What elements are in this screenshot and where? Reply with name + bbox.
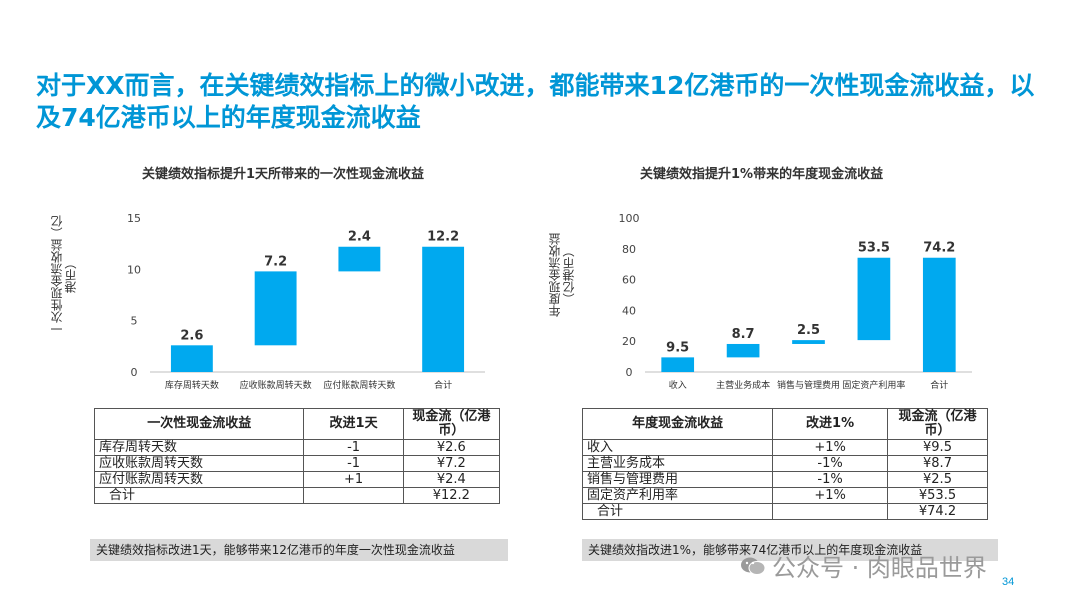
table-header-cell: 改进1%	[772, 408, 888, 440]
x-tick-label: 合计	[434, 379, 452, 391]
table-row: 应收账款周转天数 -1 ¥7.2	[93, 455, 501, 472]
table-cell: +1%	[772, 487, 888, 504]
waterfall-bar	[726, 343, 760, 358]
wechat-icon	[741, 557, 766, 575]
table-total-row: 合计 ¥12.2	[93, 487, 501, 504]
y-tick-label: 80	[622, 243, 636, 256]
y-tick-label: 20	[622, 335, 636, 348]
table-cell: 销售与管理费用	[581, 471, 774, 488]
left-chart-title: 关键绩效指标提升1天所带来的一次性现金流收益	[142, 167, 425, 182]
table-cell: ¥2.6	[402, 439, 501, 456]
y-tick-label: 0	[131, 366, 138, 379]
y-tick-label: 60	[622, 274, 636, 287]
table-row: 销售与管理费用 -1% ¥2.5	[581, 471, 988, 488]
data-label: 2.6	[180, 328, 203, 343]
table-header-cell: 现金流（亿港币）	[887, 408, 988, 440]
table-header-cell: 改进1天	[303, 408, 404, 440]
table-cell: 合计	[581, 503, 774, 520]
y-tick-label: 0	[626, 366, 633, 379]
left-waterfall-chart: 0 5 10 15 2.6 库存周转天数 7.2 应收账款周转天数 2.4 应付账款周转天数 12.…	[127, 212, 485, 391]
slide-title: 对于XX而言，在关键绩效指标上的微小改进，都能带来12亿港币的一次性现金流收益，…	[36, 71, 1035, 132]
right-summary-note: 关键绩效指改进1%，能够带来74亿港币以上的年度现金流收益	[582, 539, 998, 561]
table-cell: 库存周转天数	[93, 439, 305, 456]
table-cell: 合计	[93, 487, 305, 504]
right-chart-title: 关键绩效指提升1%带来的年度现金流收益	[640, 167, 884, 182]
table-cell: ¥8.7	[887, 455, 988, 472]
table-row: 应付账款周转天数 +1 ¥2.4	[93, 471, 501, 488]
y-tick-label: 15	[127, 212, 141, 225]
x-tick-label: 收入	[669, 379, 687, 391]
table-cell: +1	[303, 471, 404, 488]
table-cell: 应付账款周转天数	[93, 471, 305, 488]
table-cell: ¥7.2	[402, 455, 501, 472]
data-label: 9.5	[666, 340, 689, 355]
data-label: 2.4	[348, 230, 371, 245]
data-label: 7.2	[264, 254, 287, 269]
x-tick-label: 主营业务成本	[716, 379, 770, 391]
table-row: 固定资产利用率 +1% ¥53.5	[581, 487, 988, 504]
x-tick-label: 合计	[930, 379, 948, 391]
table-cell	[772, 503, 888, 520]
table-cell: ¥74.2	[887, 503, 988, 520]
table-header-cell: 年度现金流收益	[581, 408, 774, 440]
table-cell: -1%	[772, 471, 888, 488]
waterfall-bar	[422, 246, 465, 372]
watermark-text: 公众号 · 肉眼品世界	[772, 554, 987, 582]
y-tick-label: 40	[622, 304, 636, 317]
table-cell: -1	[303, 455, 404, 472]
table-cell: 固定资产利用率	[581, 487, 774, 504]
table-cell: ¥53.5	[887, 487, 988, 504]
table-row: 收入 +1% ¥9.5	[581, 439, 988, 456]
table-row: 库存周转天数 -1 ¥2.6	[93, 439, 501, 456]
data-label: 2.5	[797, 323, 820, 338]
data-label: 12.2	[427, 230, 459, 245]
table-header-cell: 一次性现金流收益	[93, 408, 305, 440]
table-total-row: 合计 ¥74.2	[581, 503, 988, 520]
table-cell: 收入	[581, 439, 774, 456]
waterfall-bar	[857, 257, 891, 341]
waterfall-bar	[661, 357, 695, 372]
right-cashflow-table: 年度现金流收益 改进1% 现金流（亿港币） 收入 +1% ¥9.5 主营业务成本…	[581, 408, 988, 520]
x-tick-label: 应收账款周转天数	[240, 379, 312, 391]
left-cashflow-table: 一次性现金流收益 改进1天 现金流（亿港币） 库存周转天数 -1 ¥2.6 应收…	[93, 408, 501, 504]
data-label: 8.7	[732, 327, 755, 342]
table-header-row: 年度现金流收益 改进1% 现金流（亿港币）	[581, 408, 988, 440]
y-tick-label: 5	[131, 315, 138, 328]
left-chart-ylabel: 一次性现金流收益（亿港币）	[50, 215, 78, 335]
table-cell: 主营业务成本	[581, 455, 774, 472]
table-cell: 应收账款周转天数	[93, 455, 305, 472]
waterfall-bar	[922, 257, 956, 372]
table-cell: ¥12.2	[402, 487, 501, 504]
x-tick-label: 应付账款周转天数	[323, 379, 395, 391]
left-summary-note: 关键绩效指标改进1天，能够带来12亿港币的年度一次性现金流收益	[90, 539, 508, 561]
y-tick-label: 10	[127, 263, 141, 276]
waterfall-bar	[254, 271, 297, 346]
watermark: 公众号 · 肉眼品世界	[740, 548, 987, 583]
data-label: 53.5	[858, 241, 890, 256]
table-cell: ¥2.5	[887, 471, 988, 488]
table-row: 主营业务成本 -1% ¥8.7	[581, 455, 988, 472]
page-number: 34	[1002, 576, 1015, 588]
waterfall-bar	[792, 340, 825, 344]
x-tick-label: 固定资产利用率	[842, 379, 905, 391]
x-tick-label: 库存周转天数	[165, 379, 219, 391]
x-tick-label: 销售与管理费用	[777, 379, 840, 391]
table-cell: -1%	[772, 455, 888, 472]
table-header-row: 一次性现金流收益 改进1天 现金流（亿港币）	[93, 408, 501, 440]
table-cell: -1	[303, 439, 404, 456]
y-tick-label: 100	[619, 212, 640, 225]
right-chart-ylabel: 年度现金流收益（亿港币）	[548, 233, 576, 317]
right-waterfall-chart: 0 20 40 60 80 100 9.5 收入 8.7 主营业务成本 2.5 销售与管理费用 53.5…	[619, 212, 972, 391]
table-cell: ¥2.4	[402, 471, 501, 488]
table-header-cell: 现金流（亿港币）	[402, 408, 501, 440]
waterfall-bar	[338, 246, 381, 272]
table-cell: ¥9.5	[887, 439, 988, 456]
data-label: 74.2	[923, 241, 955, 256]
waterfall-bar	[170, 345, 213, 372]
table-cell: +1%	[772, 439, 888, 456]
table-cell	[303, 487, 404, 504]
